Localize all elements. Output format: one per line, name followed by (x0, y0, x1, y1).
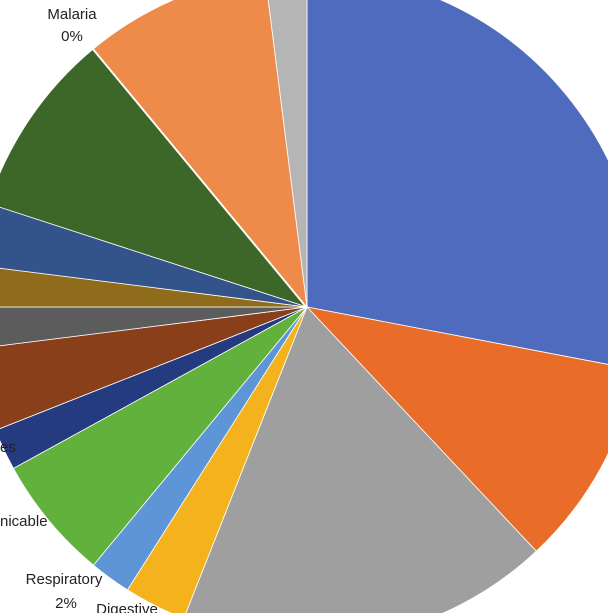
pie-slice (0, 48, 309, 308)
pie-slice (0, 306, 308, 429)
pie-slice (267, 0, 308, 308)
pie-slice (305, 306, 608, 552)
slice-label: nicable (0, 513, 48, 530)
pie-slice (12, 306, 308, 566)
slice-label: Malaria (47, 6, 97, 23)
pie-slice (0, 206, 308, 308)
pie-slice (306, 0, 608, 365)
pie-slice (0, 306, 308, 469)
value-label: 0% (61, 28, 83, 45)
slice-label: Digestive (96, 601, 158, 613)
slice-label: Respiratory (26, 571, 103, 588)
slice-label: es (0, 439, 16, 456)
value-label: 2% (55, 595, 77, 612)
pie-slice (0, 306, 308, 347)
pie-slice (92, 0, 308, 309)
pie-slice (0, 267, 308, 308)
pie-slice (185, 306, 537, 613)
